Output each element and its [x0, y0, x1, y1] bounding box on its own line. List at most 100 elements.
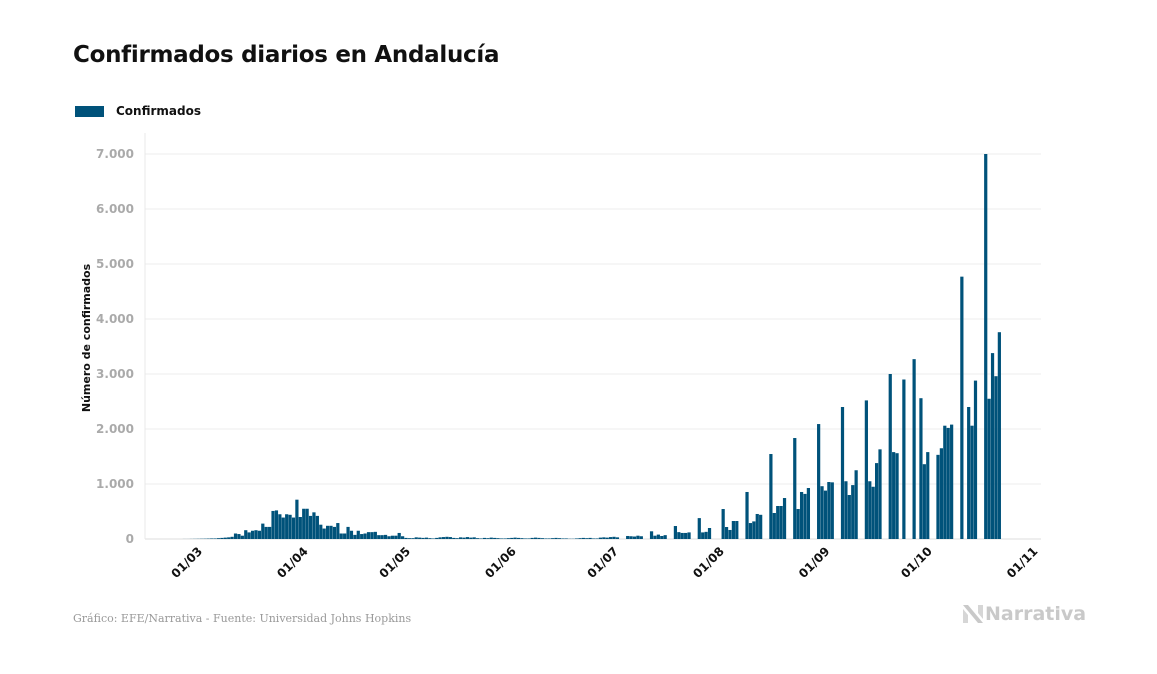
bar	[322, 528, 326, 539]
y-tick-label: 4.000	[96, 312, 134, 326]
bar	[448, 537, 452, 539]
bar	[247, 532, 251, 539]
bar	[796, 509, 800, 539]
bar	[799, 491, 804, 539]
bar	[462, 537, 466, 540]
bar	[612, 536, 616, 539]
bar	[936, 454, 940, 539]
bar	[353, 534, 357, 540]
bar	[411, 538, 415, 539]
x-tick-label: 01/03	[169, 544, 206, 581]
bar	[506, 538, 510, 539]
y-tick-label: 0	[126, 532, 134, 546]
bar	[305, 508, 309, 539]
bar	[223, 537, 227, 540]
bar	[268, 526, 272, 539]
bar	[854, 470, 858, 539]
bar	[401, 536, 405, 539]
bar	[943, 425, 947, 539]
bar	[363, 533, 367, 539]
bar	[240, 535, 244, 539]
bar	[895, 453, 899, 539]
bar	[990, 353, 995, 539]
bar	[387, 536, 391, 539]
bar	[312, 512, 316, 539]
bar	[356, 530, 360, 539]
bar	[360, 534, 364, 539]
bar	[455, 538, 459, 539]
bar	[230, 536, 234, 539]
bar	[721, 509, 725, 539]
bar	[404, 537, 408, 539]
logo-text: Narrativa	[985, 603, 1087, 625]
bar	[319, 524, 323, 539]
x-tick-label: 01/09	[796, 544, 833, 581]
bar	[315, 515, 319, 539]
bar	[844, 481, 848, 539]
bar	[653, 535, 657, 539]
bar	[840, 407, 845, 539]
bar	[581, 537, 585, 539]
bar	[605, 537, 609, 540]
bar	[510, 537, 514, 539]
bar	[557, 538, 562, 539]
bar	[496, 538, 500, 539]
bar	[281, 517, 285, 539]
bar	[585, 538, 589, 539]
bar	[864, 400, 868, 539]
bar	[380, 535, 384, 539]
bar	[544, 538, 548, 539]
bar	[827, 482, 831, 539]
bar	[431, 538, 435, 539]
bar	[851, 485, 855, 539]
bar	[366, 532, 371, 540]
bar	[687, 532, 691, 539]
bar	[868, 481, 872, 539]
bar	[946, 427, 950, 539]
bar	[288, 514, 292, 539]
bar	[967, 407, 971, 539]
bar	[551, 538, 555, 539]
bar	[639, 536, 643, 539]
bar	[970, 425, 974, 539]
bar	[237, 534, 241, 539]
bar	[407, 538, 412, 539]
bar	[458, 537, 463, 539]
bar	[602, 537, 606, 539]
bar	[755, 513, 759, 539]
bar	[984, 154, 988, 539]
bar	[673, 526, 678, 539]
bar	[479, 538, 483, 539]
bar	[370, 532, 374, 540]
bar	[493, 537, 497, 539]
bar	[295, 499, 299, 539]
bar	[926, 452, 930, 539]
x-tick-label: 01/06	[482, 544, 519, 581]
bar	[595, 538, 599, 539]
bar	[564, 538, 568, 539]
bar	[264, 526, 268, 539]
bar	[684, 532, 688, 539]
bar	[513, 537, 517, 540]
bar	[574, 538, 579, 539]
bar	[383, 534, 388, 540]
bar	[554, 537, 558, 539]
bar	[390, 535, 394, 539]
bar	[987, 398, 991, 539]
legend-label: Confirmados	[116, 104, 201, 118]
bar	[793, 438, 797, 539]
bar	[922, 464, 926, 539]
x-tick-label: 01/08	[690, 544, 727, 581]
bar	[782, 498, 787, 539]
bar	[752, 521, 756, 539]
bar	[308, 515, 313, 539]
bar	[823, 490, 828, 539]
bar	[994, 376, 998, 539]
bar	[227, 537, 231, 539]
bar	[820, 486, 824, 539]
bar	[707, 528, 712, 539]
bar	[724, 527, 729, 539]
bar	[441, 537, 446, 539]
bar	[210, 538, 214, 539]
